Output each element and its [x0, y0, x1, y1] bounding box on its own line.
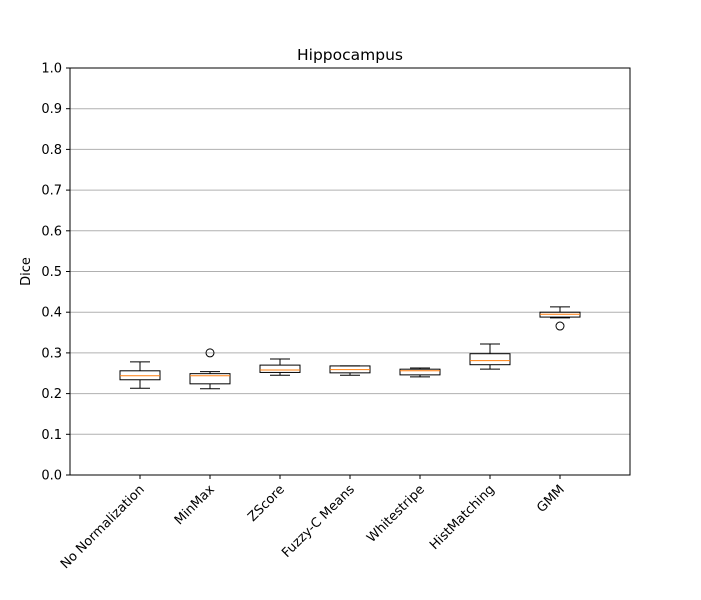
- y-axis-ticks: 0.0 0.1 0.2 0.3 0.4 0.5 0.6 0.7 0.8 0.9 1.0: [41, 62, 70, 484]
- boxes: [119, 306, 581, 390]
- outlier-point: [205, 348, 215, 358]
- y-tick-label: 0.2: [41, 387, 62, 402]
- box-iqr: [469, 353, 511, 366]
- y-tick-label: 0.4: [41, 306, 62, 321]
- box-iqr: [189, 373, 231, 385]
- box-iqr: [259, 364, 301, 373]
- y-tick-label: 1.0: [41, 62, 62, 77]
- y-tick-label: 0.6: [41, 224, 62, 239]
- outlier-point: [555, 321, 565, 331]
- y-tick-label: 0.8: [41, 143, 62, 158]
- y-tick-label: 0.7: [41, 184, 62, 199]
- y-axis-label: Dice: [19, 257, 34, 286]
- y-tick-label: 0.1: [41, 428, 62, 443]
- box-iqr: [399, 368, 441, 376]
- y-tick-label: 0.9: [41, 102, 62, 117]
- y-tick-label: 0.3: [41, 346, 62, 361]
- y-tick-label: 0.5: [41, 265, 62, 280]
- chart-title: Hippocampus: [297, 46, 403, 64]
- grid-lines: [70, 108, 630, 435]
- y-tick-label: 0.0: [41, 469, 62, 484]
